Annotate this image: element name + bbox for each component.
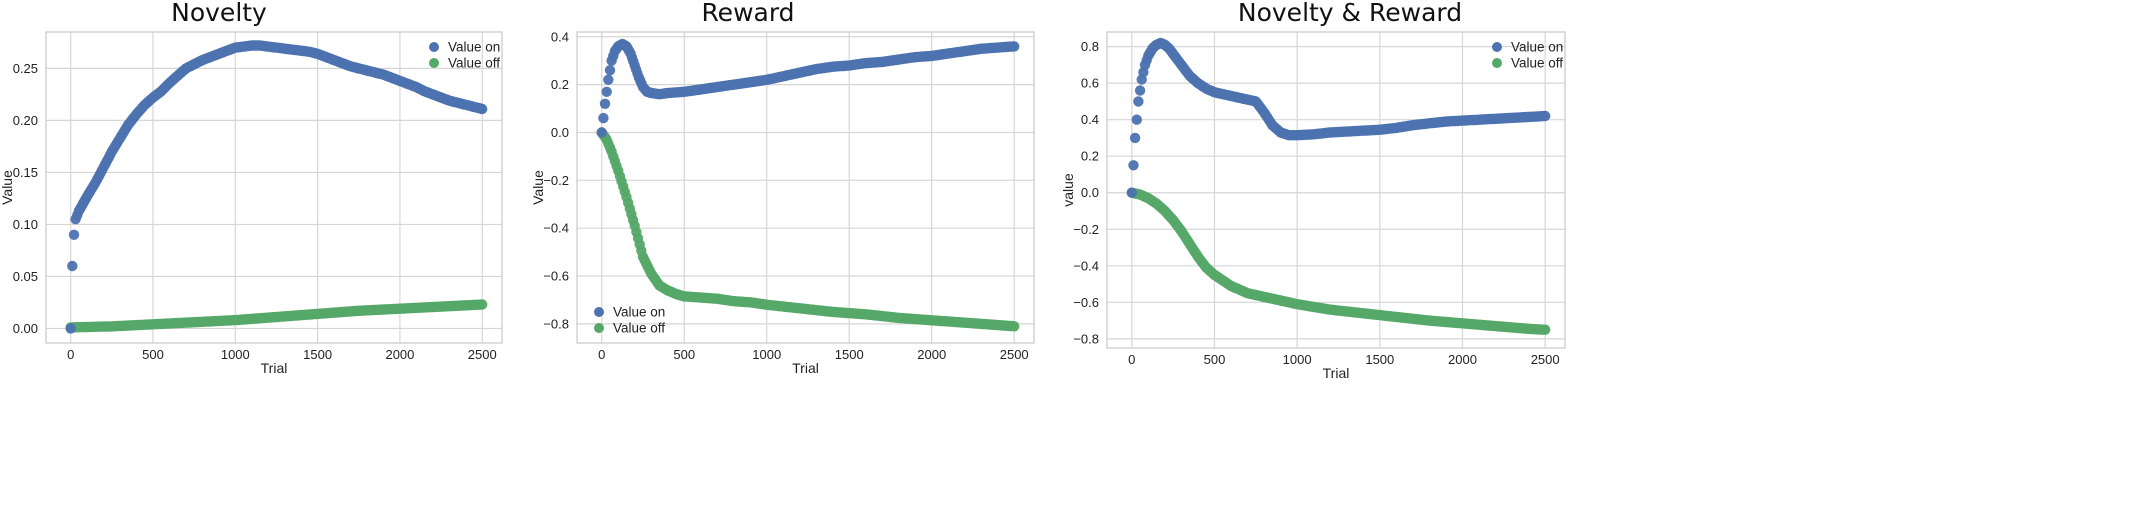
chart-title: Novelty & Reward [1238,0,1462,27]
chart-title: Reward [701,0,794,27]
data-point [1009,41,1020,52]
series-value-off [65,299,488,333]
plot-frame [45,31,503,344]
y-tick-label: 0.0 [1081,185,1099,200]
x-tick-label: 2000 [385,347,414,362]
x-tick-label: 1000 [1283,352,1312,367]
series-value-on [1126,37,1551,198]
data-point [65,323,76,334]
x-tick-label: 2500 [1531,352,1560,367]
y-tick-label: −0.4 [543,221,569,236]
series-value-on [596,38,1020,138]
legend-marker [429,42,439,52]
x-tick-label: 0 [1128,352,1135,367]
x-axis-label: Trial [1323,365,1350,381]
x-tick-label: 1500 [835,347,864,362]
y-tick-label: −0.8 [1073,331,1099,346]
y-tick-label: 0.8 [1081,39,1099,54]
x-tick-label: 1000 [752,347,781,362]
x-tick-label: 2500 [468,347,497,362]
legend-marker [429,58,439,68]
y-tick-label: 0.00 [13,321,38,336]
y-tick-label: −0.2 [1073,222,1099,237]
y-tick-label: −0.6 [1073,295,1099,310]
data-point [596,127,607,138]
data-point [1131,114,1143,125]
data-point [1134,85,1146,96]
y-axis-label: Value [530,170,546,205]
y-tick-label: 0.25 [13,61,38,76]
x-tick-label: 1500 [303,347,332,362]
y-axis-label: value [1060,173,1076,207]
y-axis-label: Value [0,170,15,205]
data-point [598,112,609,124]
legend-marker [1492,58,1502,68]
series-value-on [65,40,488,334]
chart-panel-novelty: 0 500 1000 1500 2000 2500 0.00 0.05 0.10 0.15 0.20… [0,0,503,376]
data-point [1129,132,1141,144]
y-tick-label: 0.4 [551,29,569,44]
legend-marker [1492,42,1502,52]
y-tick-label: 0.4 [1081,112,1099,127]
legend-label: Value on [613,305,665,320]
chart-title: Novelty [171,0,267,27]
y-tick-label: 0.0 [551,125,569,140]
data-point [477,299,488,310]
legend-label: Value off [613,321,665,336]
x-tick-label: 0 [598,347,605,362]
y-tick-label: 0.20 [13,113,38,128]
x-tick-label: 0 [67,347,74,362]
data-point [1540,110,1551,122]
legend-marker [594,323,604,333]
chart-panel-novelty-and-reward: 0 500 1000 1500 2000 2500 −0.8 −0.6 −0.4 −0.2 0.0 0… [1060,0,1566,381]
y-tick-label: 0.10 [13,217,38,232]
y-tick-label: −0.8 [543,316,569,331]
plot-frame [1106,31,1566,349]
x-tick-label: 500 [673,347,695,362]
x-axis-label: Trial [261,360,288,376]
series-value-off [596,127,1020,332]
y-tick-label: −0.6 [543,269,569,284]
y-tick-label: 0.6 [1081,76,1099,91]
x-tick-label: 2000 [917,347,946,362]
data-point [1133,96,1144,107]
legend-label: Value off [1511,56,1563,71]
y-tick-label: 0.2 [1081,149,1099,164]
y-tick-label: 0.15 [13,165,38,180]
data-point [67,260,78,272]
legend-label: Value on [448,40,500,55]
x-tick-label: 500 [142,347,164,362]
series-value-off [1126,187,1551,335]
x-tick-label: 1500 [1365,352,1394,367]
data-point [603,74,614,86]
legend-label: Value off [448,56,500,71]
data-point [1126,187,1138,198]
data-point [1009,321,1020,332]
x-tick-label: 500 [1204,352,1226,367]
x-tick-label: 1000 [221,347,250,362]
data-point [604,65,616,76]
data-point [601,86,612,98]
legend-marker [594,307,604,317]
x-tick-label: 2500 [1000,347,1029,362]
legend-label: Value on [1511,40,1563,55]
data-point [1128,160,1139,171]
y-tick-label: 0.05 [13,269,38,284]
data-point [1540,324,1551,335]
data-point [477,103,488,115]
y-tick-label: −0.2 [543,173,569,188]
y-tick-label: −0.4 [1073,258,1099,273]
data-point [599,98,611,110]
chart-panel-reward: 0 500 1000 1500 2000 2500 −0.8 −0.6 −0.4 −0.2 0.0 0… [530,0,1035,376]
x-tick-label: 2000 [1448,352,1477,367]
data-point [68,229,80,240]
plot-frame [576,31,1035,344]
x-axis-label: Trial [792,360,819,376]
y-tick-label: 0.2 [551,77,569,92]
